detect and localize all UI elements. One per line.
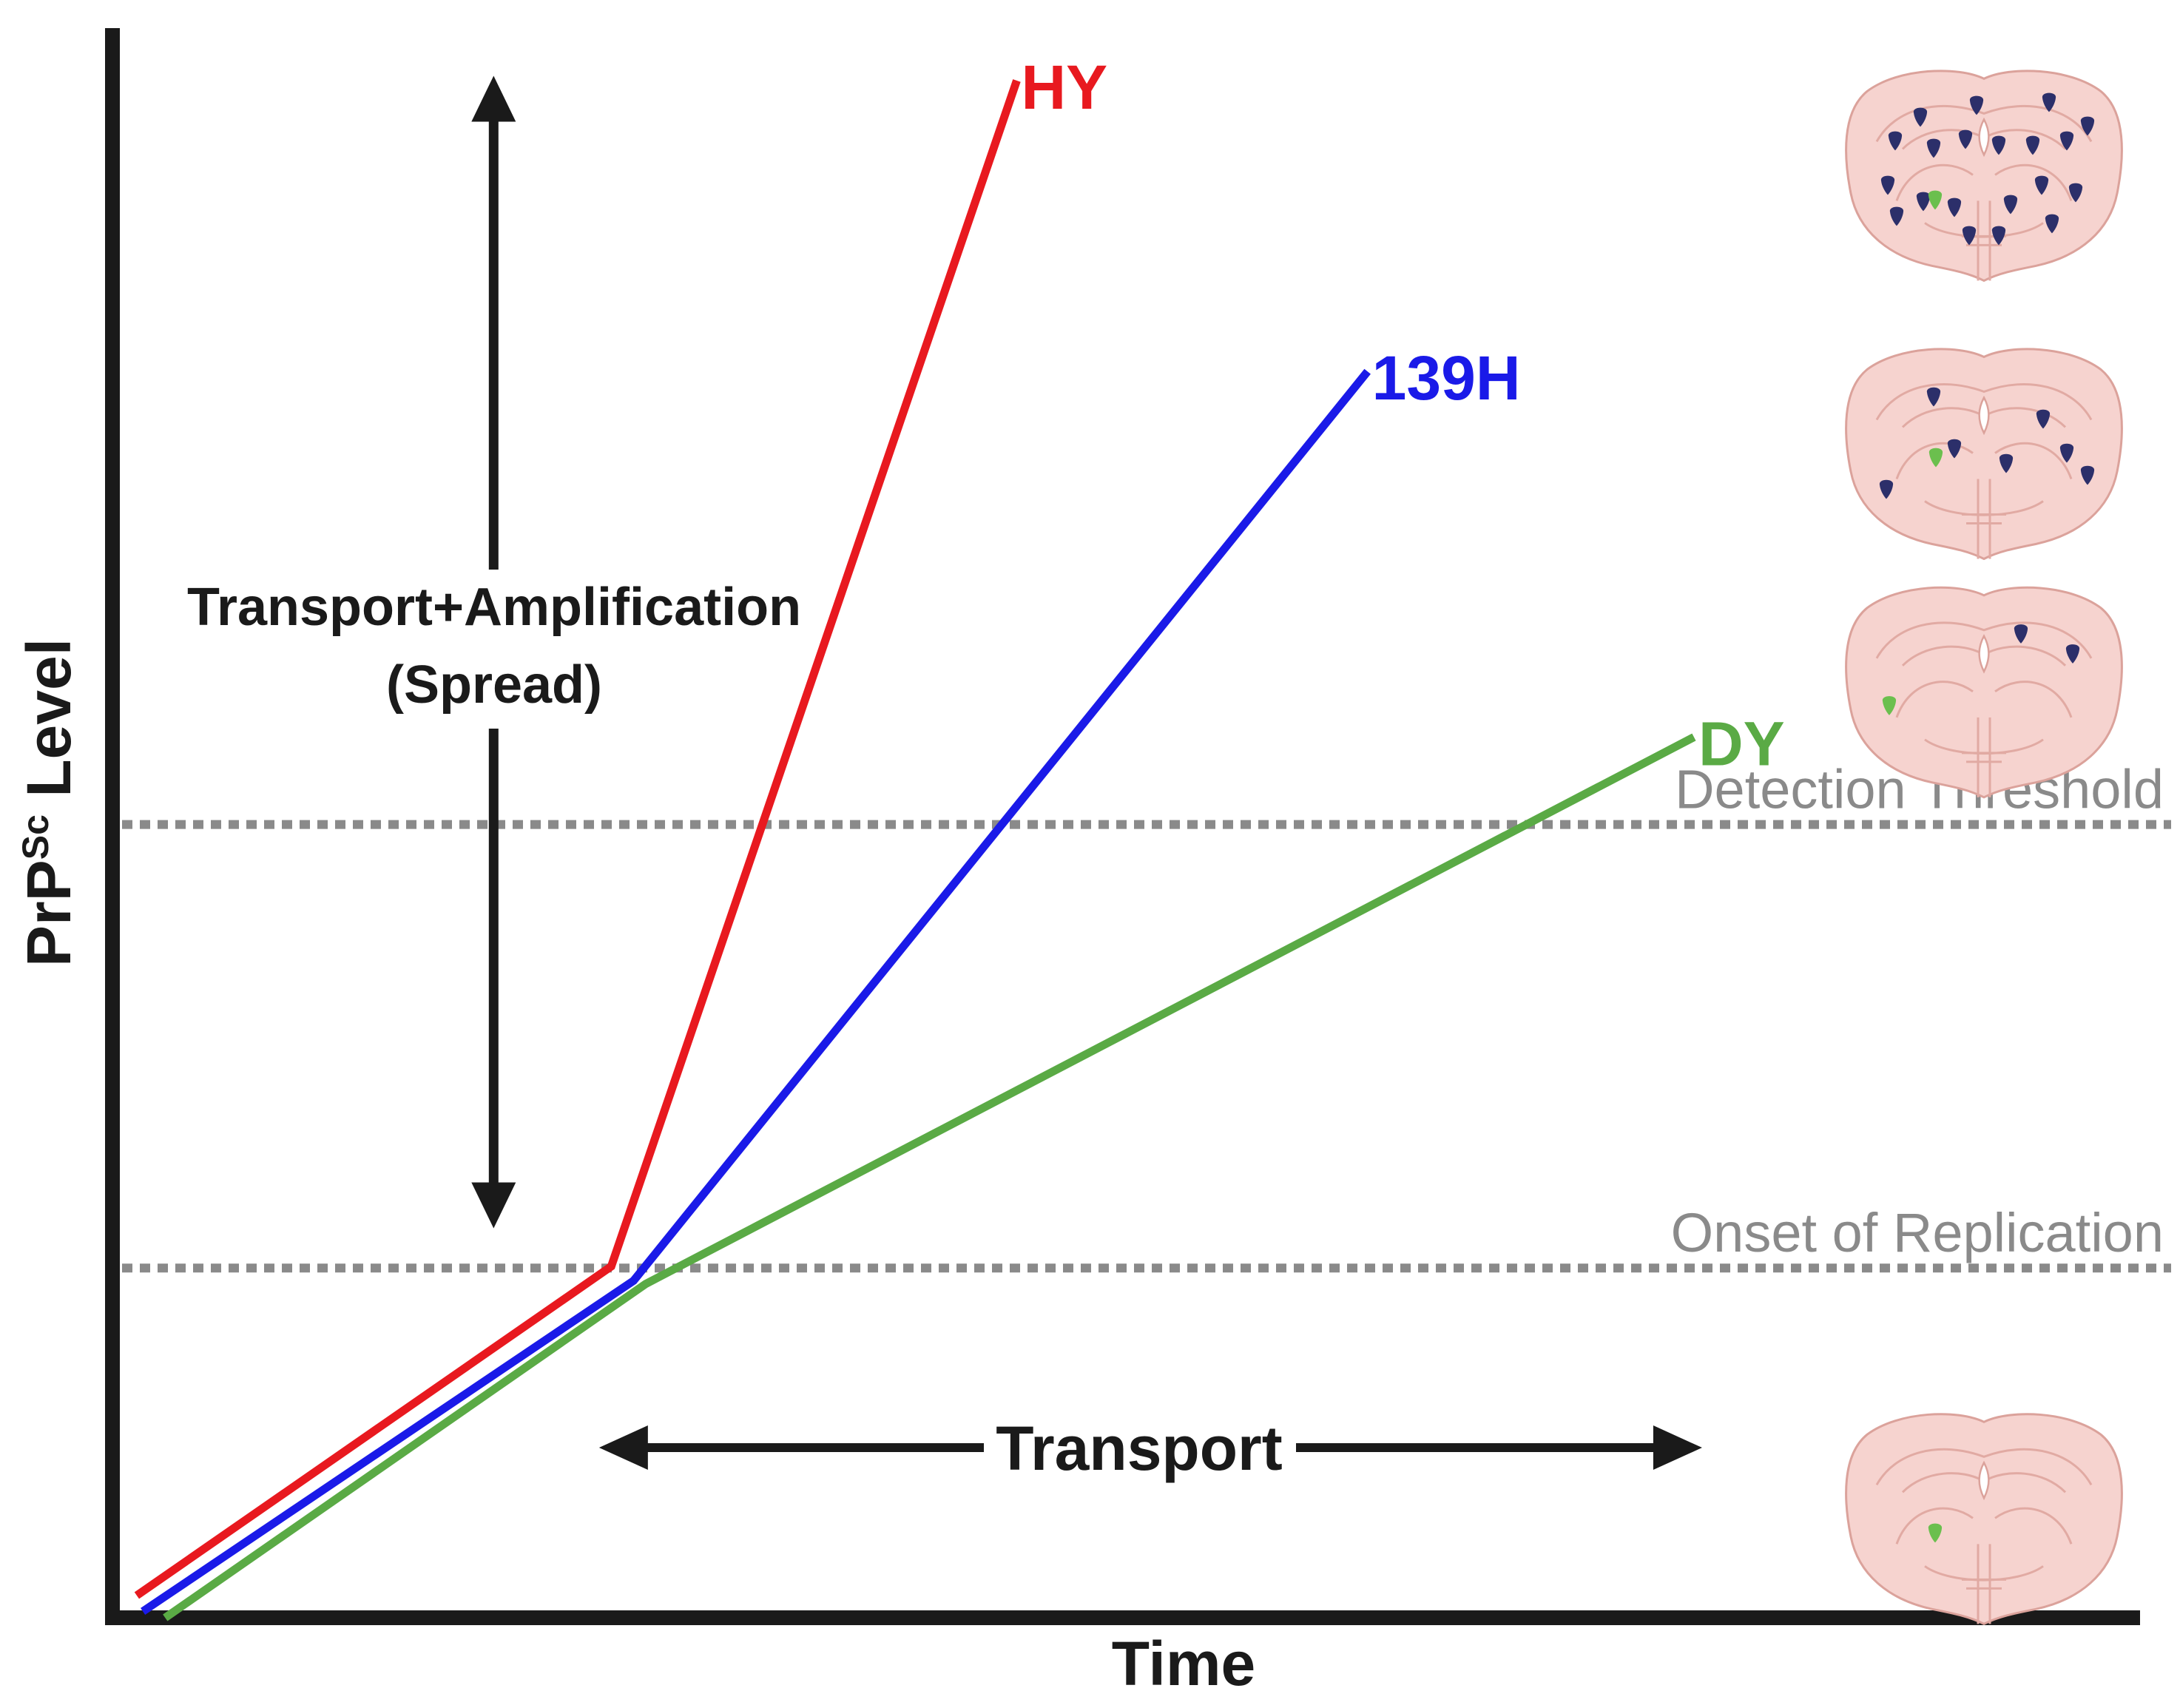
dark-prion-dot <box>2045 214 2059 234</box>
dark-prion-dot <box>2042 92 2056 112</box>
dark-prion-dot <box>2080 116 2095 136</box>
dark-prion-dot <box>1926 387 1941 407</box>
brain-section-baseline-icon <box>1845 1413 2123 1625</box>
series-label-hy: HY <box>1021 53 1107 122</box>
y-axis-title-suffix: Level <box>14 638 84 814</box>
dark-prion-dot <box>1991 135 2006 155</box>
dark-prion-dot <box>1889 206 1904 226</box>
series-label-139h: 139H <box>1372 343 1521 413</box>
dark-prion-dot <box>1962 226 1977 246</box>
green-inoculation-dot <box>1928 190 1943 210</box>
dark-prion-dot <box>1969 95 1984 115</box>
dark-prion-dot <box>2059 443 2074 463</box>
y-axis-title-superscript: Sc <box>15 814 56 860</box>
series-line-139h <box>141 368 1371 1615</box>
dark-prion-dot <box>1947 198 1962 217</box>
onset-of-replication-label: Onset of Replication <box>1671 1202 2164 1263</box>
green-inoculation-dot <box>1928 1523 1943 1543</box>
dark-prion-dot <box>2034 175 2049 195</box>
x-axis-title: Time <box>1112 1629 1256 1698</box>
dark-prion-dot <box>2068 183 2083 203</box>
dark-prion-dot <box>1999 453 2014 473</box>
y-axis-title-main: PrP <box>14 860 84 967</box>
dark-prion-dot <box>1926 138 1941 158</box>
dark-prion-dot <box>2080 465 2095 485</box>
series-line-dy <box>163 733 1696 1621</box>
dark-prion-dot <box>2014 624 2028 644</box>
spread-arrow <box>471 75 516 1229</box>
dark-prion-dot <box>2003 195 2018 215</box>
dark-prion-dot <box>2036 409 2051 429</box>
y-axis-title: PrPSc Level <box>14 638 84 967</box>
arrowhead-left-icon <box>598 1425 648 1471</box>
dark-prion-dot <box>1888 131 1903 151</box>
arrowhead-down-icon <box>471 1182 516 1229</box>
brain-section-high-icon <box>1845 70 2123 282</box>
series-label-dy: DY <box>1698 709 1785 778</box>
arrowhead-up-icon <box>471 75 516 122</box>
dark-prion-dot <box>1958 129 1973 149</box>
dark-prion-dot <box>1991 226 2006 246</box>
green-inoculation-dot <box>1928 448 1943 467</box>
dark-prion-dot <box>1879 479 1894 499</box>
dark-prion-dot <box>1913 107 1928 127</box>
green-inoculation-dot <box>1882 696 1897 715</box>
transport-label: Transport <box>996 1414 1282 1483</box>
spread-label-line1: Transport+Amplification <box>187 578 801 637</box>
spread-label-line2: (Spread) <box>386 655 602 715</box>
transport-arrow <box>598 1425 1702 1471</box>
brain-section-medium-icon <box>1845 348 2123 560</box>
dark-prion-dot <box>2065 644 2080 664</box>
brain-section-low-icon <box>1845 586 2123 799</box>
arrowhead-right-icon <box>1653 1425 1702 1471</box>
dark-prion-dot <box>2059 131 2074 151</box>
dark-prion-dot <box>2025 135 2040 155</box>
dark-prion-dot <box>1947 439 1962 459</box>
dark-prion-dot <box>1916 192 1931 212</box>
dark-prion-dot <box>1880 175 1895 195</box>
series-line-hy <box>134 79 1021 1599</box>
